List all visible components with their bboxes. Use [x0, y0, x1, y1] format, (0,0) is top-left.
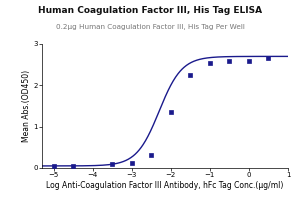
Y-axis label: Mean Abs.(OD450): Mean Abs.(OD450) [22, 70, 31, 142]
Text: 0.2μg Human Coagulation Factor III, His Tag Per Well: 0.2μg Human Coagulation Factor III, His … [56, 24, 244, 30]
X-axis label: Log Anti-Coagulation Factor III Antibody, hFc Tag Conc.(μg/ml): Log Anti-Coagulation Factor III Antibody… [46, 181, 284, 190]
Text: Human Coagulation Factor III, His Tag ELISA: Human Coagulation Factor III, His Tag EL… [38, 6, 262, 15]
